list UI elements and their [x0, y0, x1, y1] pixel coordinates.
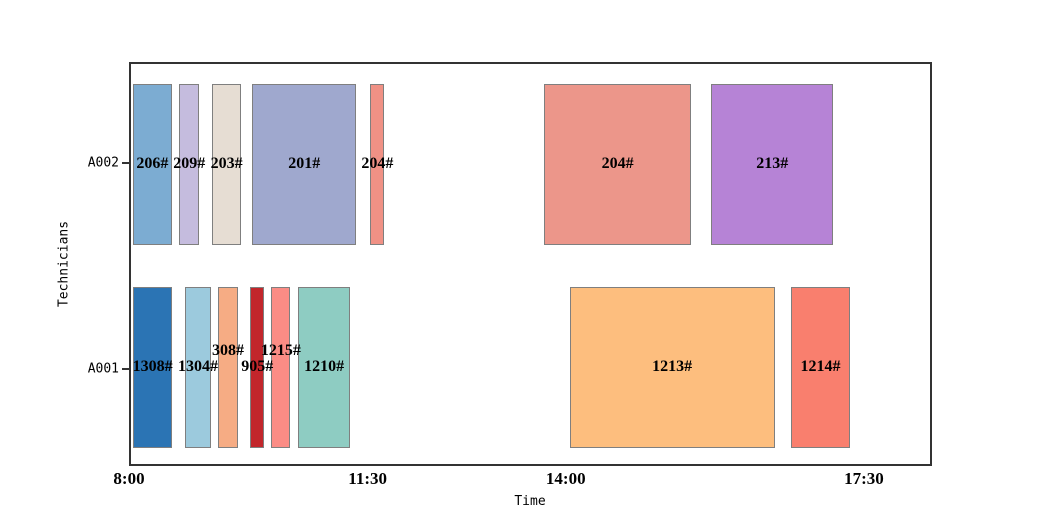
task-bar-905 — [249, 286, 265, 449]
task-bar-1213 — [569, 286, 775, 449]
task-bar-204 — [543, 83, 692, 246]
y-tick-mark-A001 — [122, 367, 129, 370]
task-bar-1304 — [184, 286, 212, 449]
y-tick-mark-A002 — [122, 162, 129, 165]
task-bar-1215 — [271, 286, 291, 449]
task-bar-1308 — [132, 286, 173, 449]
task-label-308: 308# — [212, 341, 245, 359]
task-label-1213: 1213# — [652, 358, 693, 376]
task-label-206: 206# — [136, 155, 169, 173]
task-label-905: 905# — [241, 358, 274, 376]
task-label-1308: 1308# — [132, 358, 173, 376]
x-axis-title: Time — [514, 494, 546, 509]
task-bar-201 — [251, 83, 357, 246]
task-label-1214: 1214# — [800, 358, 841, 376]
y-axis-title: Technicians — [56, 220, 72, 308]
task-bar-213 — [710, 83, 834, 246]
task-bar-206 — [132, 83, 172, 246]
x-tick-1400: 14:00 — [545, 469, 586, 488]
task-bar-1210 — [297, 286, 351, 449]
task-label-1210: 1210# — [304, 358, 345, 376]
x-tick-1130: 11:30 — [348, 469, 388, 488]
task-bar-1214 — [790, 286, 851, 449]
task-bar-308 — [218, 286, 238, 449]
task-label-1304: 1304# — [177, 358, 218, 376]
task-label-1215: 1215# — [260, 341, 301, 359]
task-label-204: 204# — [601, 155, 634, 173]
bars-layer: 206# 209# 203# 201# 204# 204# 213# 1308# 1304# 30… — [131, 64, 930, 464]
y-tick-A002: A002 — [87, 155, 119, 171]
x-tick-800: 8:00 — [113, 469, 145, 488]
task-label-213: 213# — [756, 155, 789, 173]
x-tick-1730: 17:30 — [844, 469, 884, 488]
task-bar-203 — [212, 83, 242, 246]
task-bar-209 — [179, 83, 200, 246]
task-label-201: 201# — [288, 155, 321, 173]
task-label-204: 204# — [361, 155, 394, 173]
task-label-203: 203# — [210, 155, 243, 173]
plot-area: 206# 209# 203# 201# 204# 204# 213# 1308# 1304# 30… — [129, 62, 932, 466]
task-label-209: 209# — [173, 155, 206, 173]
task-bar-204 — [370, 83, 385, 246]
y-tick-A001: A001 — [87, 361, 119, 376]
